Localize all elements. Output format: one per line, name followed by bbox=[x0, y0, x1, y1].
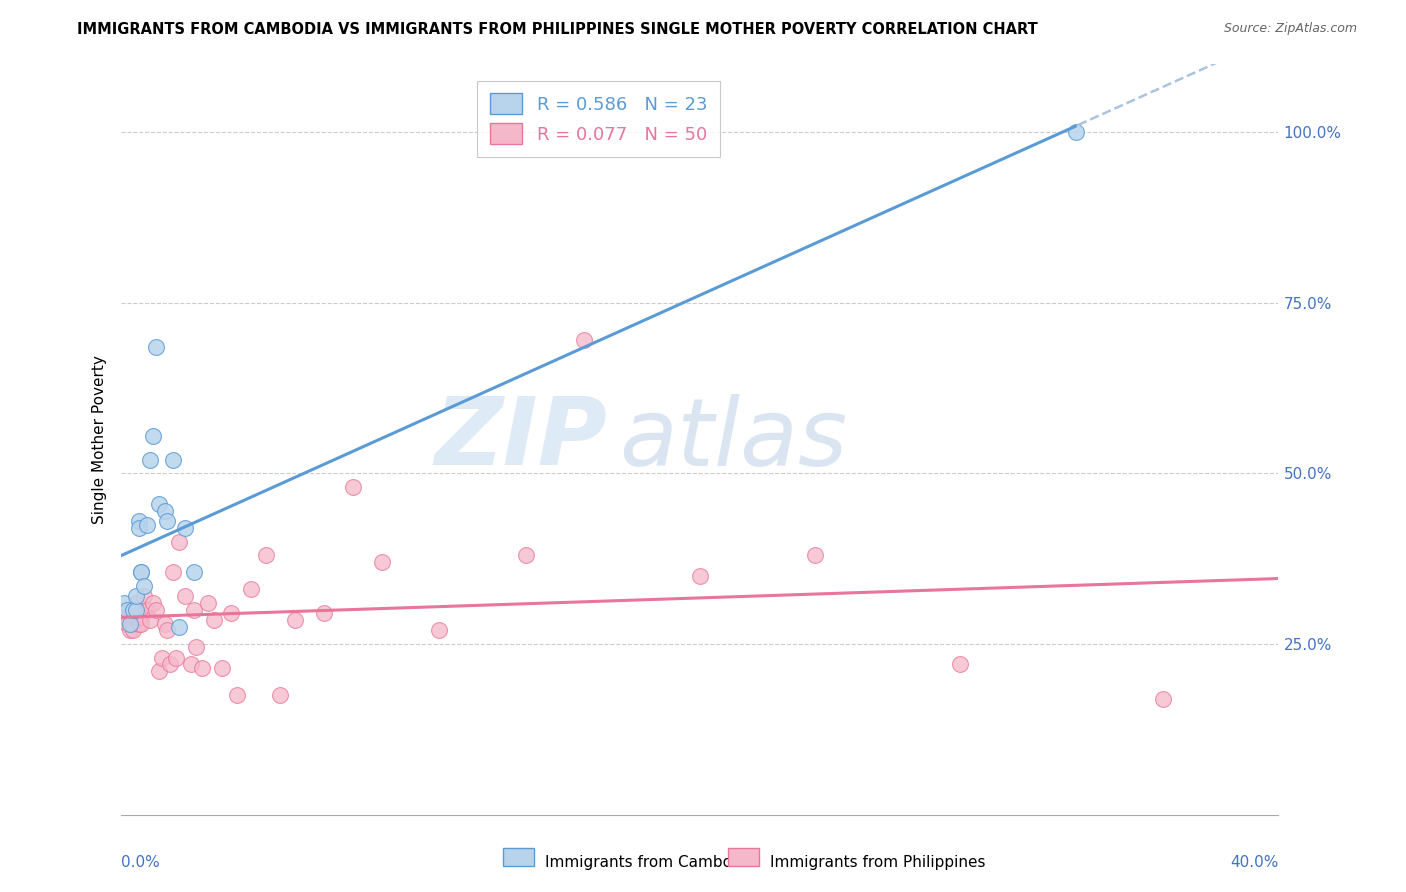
Y-axis label: Single Mother Poverty: Single Mother Poverty bbox=[93, 355, 107, 524]
Point bbox=[162, 452, 184, 467]
Point bbox=[139, 613, 162, 627]
Point bbox=[156, 624, 179, 638]
Point bbox=[128, 616, 150, 631]
Point bbox=[145, 340, 167, 354]
Point bbox=[131, 616, 153, 631]
Point bbox=[128, 514, 150, 528]
Point bbox=[167, 620, 190, 634]
Point bbox=[131, 566, 153, 580]
Text: Immigrants from Philippines: Immigrants from Philippines bbox=[770, 855, 986, 870]
Point bbox=[167, 534, 190, 549]
Point bbox=[165, 650, 187, 665]
Point bbox=[173, 521, 195, 535]
Point bbox=[136, 603, 159, 617]
Point bbox=[1064, 125, 1087, 139]
Point bbox=[115, 603, 138, 617]
Point bbox=[148, 665, 170, 679]
Point bbox=[370, 555, 392, 569]
Point bbox=[284, 613, 307, 627]
Point bbox=[131, 609, 153, 624]
Point bbox=[515, 549, 537, 563]
Point bbox=[121, 624, 143, 638]
Point bbox=[202, 613, 225, 627]
Text: ZIP: ZIP bbox=[434, 393, 607, 485]
Point bbox=[112, 596, 135, 610]
Text: Source: ZipAtlas.com: Source: ZipAtlas.com bbox=[1223, 22, 1357, 36]
Point bbox=[142, 429, 165, 443]
Point bbox=[136, 517, 159, 532]
Point bbox=[112, 609, 135, 624]
Text: Immigrants from Cambodia: Immigrants from Cambodia bbox=[546, 855, 755, 870]
Point bbox=[153, 616, 176, 631]
Point bbox=[180, 657, 202, 672]
Point bbox=[219, 607, 242, 621]
Point bbox=[804, 549, 827, 563]
Point bbox=[183, 603, 205, 617]
Point bbox=[197, 596, 219, 610]
Point bbox=[254, 549, 277, 563]
Point bbox=[125, 596, 148, 610]
Point bbox=[118, 603, 141, 617]
Point bbox=[131, 566, 153, 580]
Point bbox=[134, 589, 156, 603]
Point bbox=[312, 607, 335, 621]
Point bbox=[1152, 691, 1174, 706]
Point bbox=[128, 603, 150, 617]
Point bbox=[153, 504, 176, 518]
Point bbox=[115, 616, 138, 631]
Text: 40.0%: 40.0% bbox=[1230, 855, 1278, 870]
Point bbox=[125, 603, 148, 617]
Point bbox=[148, 497, 170, 511]
Point bbox=[949, 657, 972, 672]
Point bbox=[183, 566, 205, 580]
Point bbox=[689, 568, 711, 582]
Point bbox=[269, 688, 291, 702]
Point bbox=[134, 579, 156, 593]
Point bbox=[118, 616, 141, 631]
Point bbox=[572, 334, 595, 348]
Point bbox=[121, 616, 143, 631]
Point bbox=[150, 650, 173, 665]
Point bbox=[115, 603, 138, 617]
Point bbox=[211, 661, 233, 675]
Point bbox=[191, 661, 214, 675]
Point bbox=[226, 688, 249, 702]
Text: 0.0%: 0.0% bbox=[121, 855, 160, 870]
Point bbox=[186, 640, 208, 655]
Point bbox=[128, 521, 150, 535]
Point bbox=[145, 603, 167, 617]
Point bbox=[125, 589, 148, 603]
Point bbox=[159, 657, 181, 672]
Point bbox=[173, 589, 195, 603]
Point bbox=[121, 603, 143, 617]
Point bbox=[118, 624, 141, 638]
Point bbox=[125, 609, 148, 624]
Point bbox=[429, 624, 451, 638]
Point bbox=[156, 514, 179, 528]
Point bbox=[142, 596, 165, 610]
Text: atlas: atlas bbox=[619, 393, 846, 485]
Point bbox=[162, 566, 184, 580]
Point bbox=[240, 582, 263, 597]
Point bbox=[139, 452, 162, 467]
Text: IMMIGRANTS FROM CAMBODIA VS IMMIGRANTS FROM PHILIPPINES SINGLE MOTHER POVERTY CO: IMMIGRANTS FROM CAMBODIA VS IMMIGRANTS F… bbox=[77, 22, 1038, 37]
Legend: R = 0.586   N = 23, R = 0.077   N = 50: R = 0.586 N = 23, R = 0.077 N = 50 bbox=[478, 80, 720, 157]
Point bbox=[342, 480, 364, 494]
